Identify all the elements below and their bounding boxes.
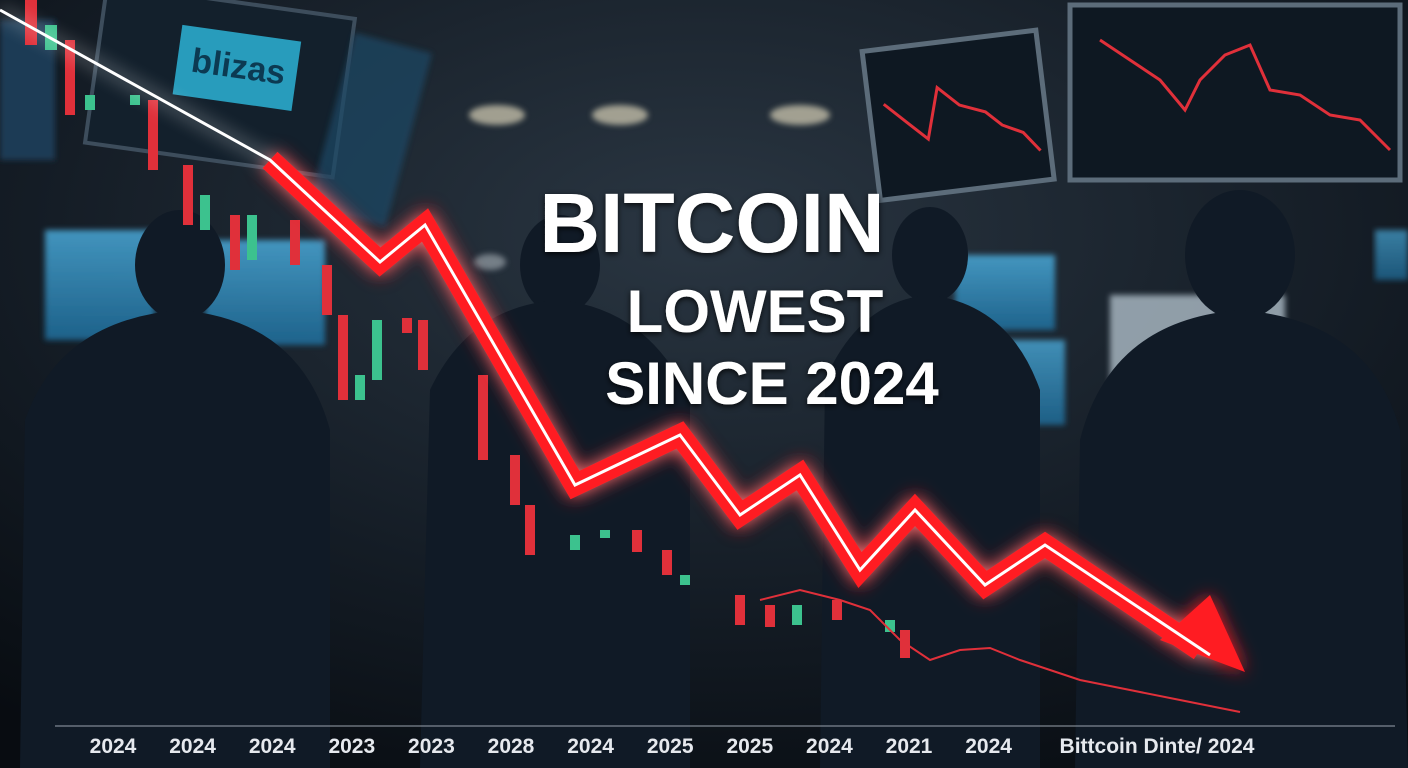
headline-line: LOWEST (627, 278, 884, 345)
axis-label: 2025 (647, 735, 694, 758)
candlesticks (25, 0, 1241, 713)
time-axis: 2024 2024 2024 2023 2023 2028 2024 2025 2025 2024… (90, 735, 1255, 758)
axis-label: Bittcoin Dinte/ 2024 (1060, 735, 1255, 758)
axis-label: 2021 (886, 735, 933, 758)
axis-label: 2024 (806, 735, 853, 758)
axis-label: 2028 (488, 735, 535, 758)
axis-label: 2025 (726, 735, 773, 758)
ceiling-lights (469, 105, 830, 270)
down-arrow (0, 8, 1245, 672)
axis-label: 2024 (965, 735, 1012, 758)
axis-label: 2024 (567, 735, 614, 758)
headline: BITCOIN LOWEST SINCE 2024 (539, 176, 939, 417)
axis-label: 2023 (328, 735, 375, 758)
axis-label: 2024 (169, 735, 216, 758)
axis-label: 2023 (408, 735, 455, 758)
axis-label: 2024 (90, 735, 137, 758)
headline-title: BITCOIN (539, 176, 884, 270)
headline-line: SINCE 2024 (605, 350, 939, 417)
axis-label: 2024 (249, 735, 296, 758)
